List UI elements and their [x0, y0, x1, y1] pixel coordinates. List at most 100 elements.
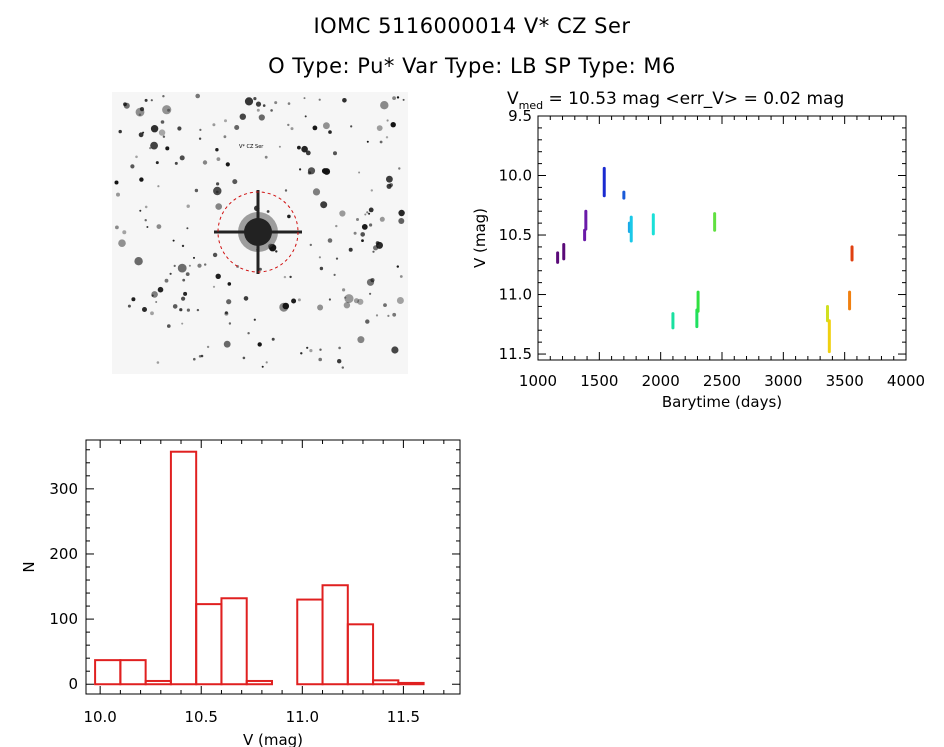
field-star: [270, 109, 273, 112]
y-axis-label: V (mag): [471, 208, 489, 268]
field-star: [194, 188, 199, 193]
field-star: [306, 346, 309, 349]
field-star: [338, 346, 341, 350]
plot-frame: [85, 439, 461, 695]
field-star: [333, 273, 336, 276]
x-tick-label: 11.5: [387, 708, 420, 726]
field-star: [162, 105, 172, 115]
field-star: [350, 125, 353, 128]
field-star: [181, 322, 184, 325]
field-star: [312, 188, 321, 196]
y-tick-label: 10.5: [499, 226, 532, 244]
field-star: [399, 275, 403, 278]
field-star: [274, 101, 278, 105]
x-tick-label: 2000: [642, 372, 680, 390]
field-star: [339, 210, 346, 217]
field-star: [369, 223, 373, 227]
field-star: [198, 355, 202, 358]
x-axis-label: Barytime (days): [662, 393, 782, 411]
field-star: [368, 212, 371, 215]
field-star: [150, 311, 154, 316]
field-star: [335, 224, 338, 228]
field-star: [290, 127, 294, 131]
field-star: [139, 209, 142, 212]
field-star: [344, 294, 354, 304]
histogram-bar: [119, 659, 147, 686]
field-star: [357, 298, 364, 305]
x-tick-label: 11.0: [286, 708, 319, 726]
field-star: [232, 179, 238, 185]
field-star: [146, 226, 149, 228]
field-star: [157, 286, 164, 293]
field-star: [258, 114, 265, 121]
field-star: [383, 303, 387, 307]
svg-text:V* CZ Ser: V* CZ Ser: [239, 144, 264, 150]
field-star: [216, 182, 220, 186]
field-star: [179, 308, 183, 312]
chart-title-line1: IOMC 5116000014 V* CZ Ser: [313, 14, 631, 38]
field-star: [342, 98, 347, 103]
field-star: [172, 239, 175, 242]
field-star: [155, 301, 158, 303]
y-tick-label: 0: [68, 675, 78, 693]
field-star: [265, 361, 268, 364]
field-star: [144, 205, 148, 209]
field-star: [186, 308, 190, 312]
field-star: [127, 304, 131, 308]
x-tick-label: 4000: [887, 372, 925, 390]
field-star: [142, 307, 147, 312]
field-star: [177, 263, 187, 273]
field-star: [122, 230, 127, 235]
field-star: [199, 128, 202, 131]
field-star: [278, 145, 281, 148]
y-tick-label: 10.0: [499, 167, 532, 185]
field-star: [262, 104, 266, 107]
field-star: [156, 361, 160, 364]
field-star: [368, 207, 374, 213]
field-star: [398, 209, 405, 217]
field-star: [328, 298, 331, 301]
field-star: [300, 352, 303, 355]
field-star: [150, 141, 158, 150]
field-star: [130, 164, 135, 169]
field-star: [333, 151, 337, 156]
target-star: [214, 190, 302, 274]
field-star: [162, 135, 166, 138]
field-star: [183, 291, 188, 296]
field-star: [177, 126, 182, 131]
field-star: [123, 102, 130, 109]
field-star: [402, 98, 405, 101]
field-star: [258, 267, 262, 271]
field-star: [360, 232, 366, 237]
field-star: [271, 337, 275, 341]
field-star: [156, 224, 162, 230]
field-star: [392, 312, 397, 317]
x-tick-label: 1000: [519, 372, 557, 390]
field-star: [375, 314, 379, 317]
field-star: [289, 275, 292, 279]
x-tick-label: 2500: [703, 372, 741, 390]
y-tick-label: 11.0: [499, 286, 532, 304]
histogram-bar: [372, 679, 400, 686]
field-star: [186, 227, 189, 230]
field-star: [165, 146, 170, 151]
field-star: [155, 161, 159, 165]
x-tick-label: 10.5: [185, 708, 218, 726]
field-star: [386, 175, 393, 183]
field-star: [118, 239, 126, 247]
field-star: [257, 342, 262, 347]
field-star: [396, 96, 400, 99]
field-star: [398, 218, 405, 224]
histogram-bar: [346, 623, 375, 686]
field-star: [391, 346, 399, 354]
field-star: [361, 239, 364, 243]
histogram-bar: [296, 598, 324, 686]
field-star: [335, 257, 339, 260]
field-star: [287, 123, 290, 127]
field-star: [215, 203, 222, 210]
field-star: [323, 122, 330, 130]
field-star: [385, 136, 389, 139]
field-star: [160, 120, 165, 124]
field-star: [234, 125, 240, 130]
